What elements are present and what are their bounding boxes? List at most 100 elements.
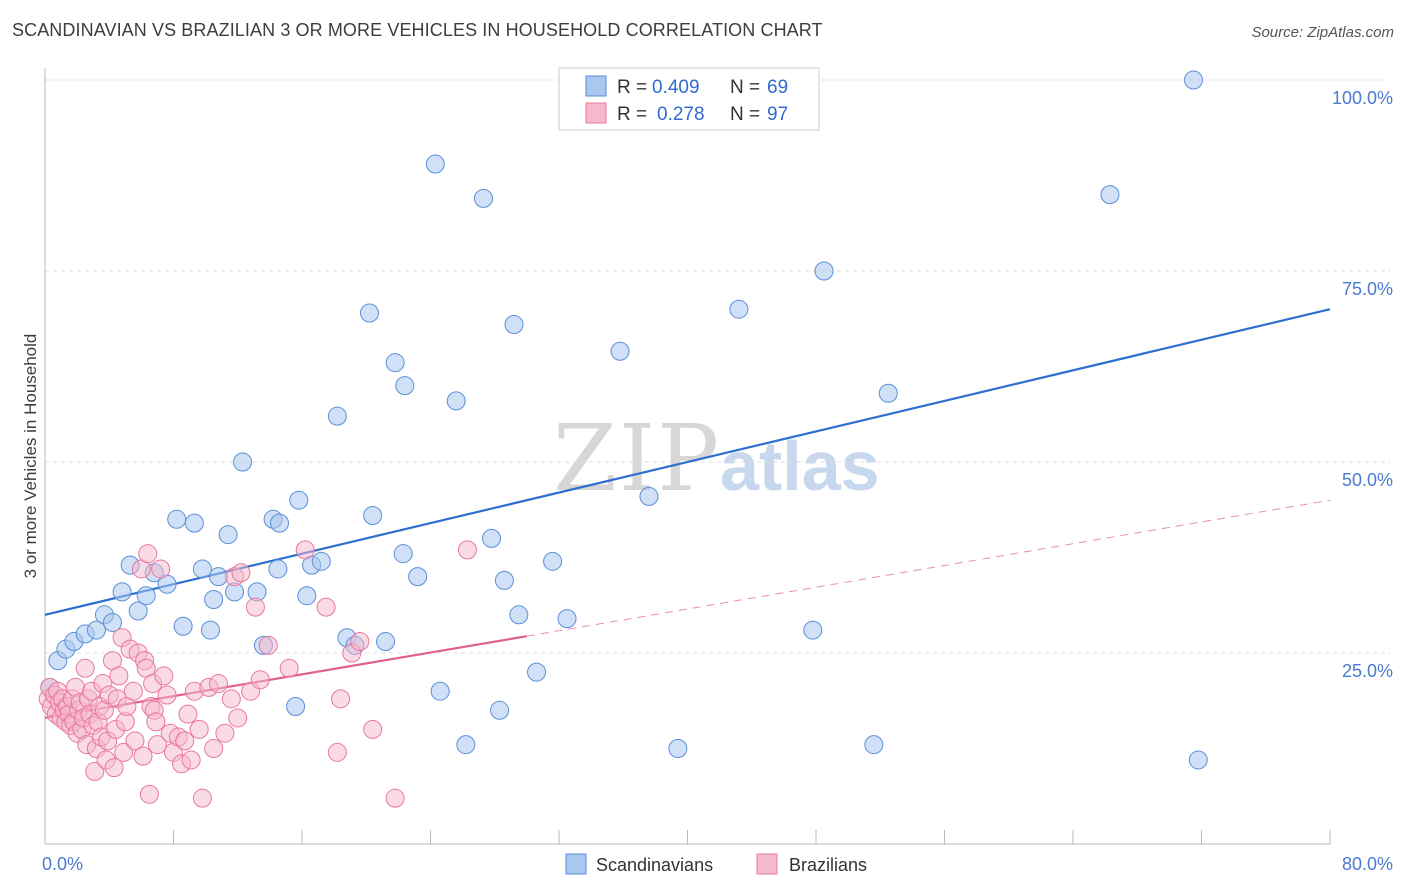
scandinavian-point [112,582,132,602]
scandinavian-point [167,509,187,529]
brazilian-point [204,739,224,758]
brazilian-point [114,742,134,762]
legend-r-label-1: R = [617,77,647,98]
scandinavian-point [268,559,288,579]
scandinavian-point [668,739,688,758]
x-tick-labels: 0.0% 80.0% [42,854,1393,874]
scandinavian-point [192,559,212,579]
brazilian-point [157,685,177,705]
scandinavian-point [204,590,224,610]
brazilian-point [192,788,212,808]
watermark-atlas: atlas [720,427,880,505]
legend-r-label-2: R = [617,104,647,125]
brazilian-point [175,731,195,751]
legend-n-label-2: N = [730,104,760,125]
brazilian-point [231,563,251,583]
scandinavian-point [430,681,450,701]
scandinavian-point [393,544,413,564]
scandinavian-point [289,490,309,510]
trend-lines [44,308,1331,720]
scandinavian-point [200,620,220,640]
scandinavian-point [509,605,529,625]
y-axis-label: 3 or more Vehicles in Household [21,334,40,579]
scandinavian-point [270,513,290,533]
scandinavian-point [233,452,253,472]
brazilian-point [363,719,383,739]
scandinavian-point [610,341,630,361]
x-tick-label: 80.0% [1342,854,1393,874]
legend-r-value-1: 0.409 [652,77,700,98]
y-tick-labels: 25.0% 50.0% 75.0% 100.0% [1332,88,1393,681]
scandinavian-point [385,353,405,373]
brazilian-point [138,544,158,564]
scandinavian-point [297,586,317,606]
scandinavian-point [128,601,148,621]
scandinavian-point [173,616,193,636]
axes [44,68,1331,845]
bottom-legend-swatch-brazilians [756,853,778,875]
scandinavian-point [864,735,884,755]
legend-n-label-1: N = [730,77,760,98]
brazilian-trend-extension [526,499,1331,637]
brazilian-point [189,719,209,739]
scandinavian-point [208,567,228,587]
brazilian-point [178,704,198,724]
scandinavian-point [311,551,331,571]
brazilian-point [125,731,145,751]
legend-n-value-1: 69 [767,77,788,98]
scandinavian-point [359,303,379,323]
legend-swatch-scandinavians [585,75,607,97]
correlation-legend: R = 0.409 N = 69 R = 0.278 N = 97 [558,67,820,131]
legend-r-value-2: 0.278 [657,104,705,125]
brazilian-point [331,689,351,709]
legend-n-value-2: 97 [767,104,788,125]
brazilian-point [295,540,315,560]
brazilian-point [151,559,171,579]
brazilian-point [181,750,201,770]
brazilian-point [250,670,270,690]
legend-swatch-brazilians [585,102,607,124]
scandinavian-point [527,662,547,682]
brazilian-point [228,708,248,728]
brazilian-point [109,666,129,686]
brazilian-points [38,540,477,808]
scandinavian-point [482,528,502,548]
scandinavian-point [1188,750,1208,770]
bottom-legend-brazilians: Brazilians [789,855,867,875]
bottom-legend-swatch-scandinavians [565,853,587,875]
brazilian-point [350,632,370,652]
scandinavian-point [494,570,514,590]
scandinavian-point [729,299,749,319]
brazilian-point [316,597,336,617]
scandinavian-point [504,314,524,334]
chart-title: SCANDINAVIAN VS BRAZILIAN 3 OR MORE VEHI… [12,20,823,40]
scandinavian-trend-line [44,308,1331,616]
scandinavian-point [86,620,106,640]
brazilian-point [75,658,95,678]
brazilian-point [385,788,405,808]
brazilian-point [258,635,278,655]
scandinavian-point [446,391,466,411]
scandinavian-point [425,154,445,174]
brazilian-point [221,689,241,709]
brazilian-point [123,681,143,701]
scandinavian-point [184,513,204,533]
scandinavian-point [363,505,383,525]
brazilian-point [279,658,299,678]
brazilian-point [327,742,347,762]
brazilian-point [133,746,153,766]
scandinavian-point [327,406,347,426]
scandinavian-point [543,551,563,571]
scandinavian-point [557,609,577,629]
scandinavian-point [395,376,415,396]
bottom-legend-scandinavians: Scandinavians [596,855,713,875]
brazilian-point [215,723,235,743]
brazilian-point [146,712,166,732]
scandinavian-point [814,261,834,281]
scandinavian-point [136,586,156,606]
scandinavian-point [878,383,898,403]
y-tick-label: 75.0% [1342,279,1393,299]
scandinavian-point [218,525,238,545]
y-tick-label: 25.0% [1342,661,1393,681]
